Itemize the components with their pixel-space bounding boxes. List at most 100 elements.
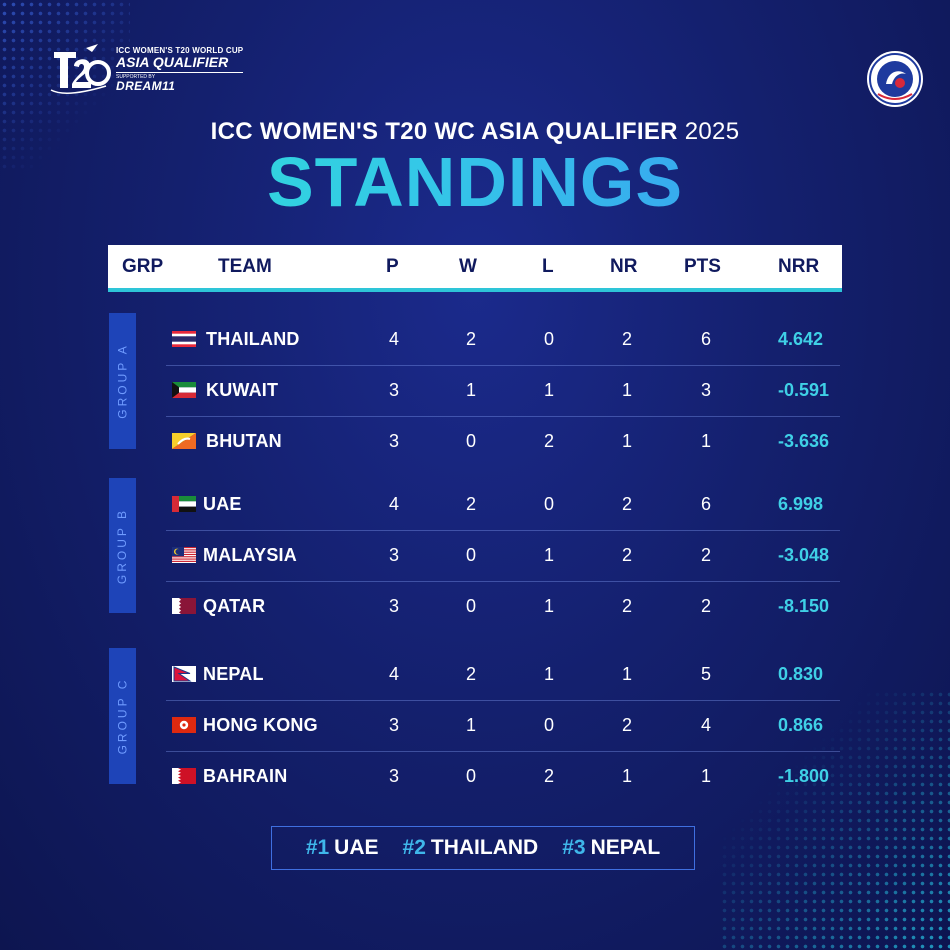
points-value: 6: [700, 494, 711, 514]
points-value: 1: [700, 766, 711, 786]
event-logo: ICC WOMEN'S T20 WORLD CUP ASIA QUALIFIER…: [46, 40, 244, 100]
played-value: 4: [388, 664, 399, 684]
no-result-value: 1: [621, 664, 632, 684]
thailand-flag-icon: [172, 331, 196, 347]
table-row: BAHRAIN 3 0 2 1 1 -1.800: [166, 751, 840, 802]
page-title: STANDINGS: [0, 142, 950, 222]
col-header-nr: NR: [610, 256, 638, 277]
team-name: QATAR: [203, 596, 266, 616]
played-value: 4: [388, 329, 399, 349]
rank-number: #2: [402, 836, 426, 859]
nrr-value: 4.642: [778, 329, 824, 349]
team-name: KUWAIT: [206, 380, 279, 400]
nrr-value: 0.866: [778, 715, 824, 735]
page-subtitle: ICC WOMEN'S T20 WC ASIA QUALIFIER 2025: [0, 118, 950, 146]
no-result-value: 2: [621, 715, 632, 735]
bhutan-flag-icon: [172, 433, 196, 449]
nrr-value: -1.800: [778, 766, 830, 786]
won-value: 0: [465, 766, 476, 786]
won-value: 0: [465, 431, 476, 451]
group-label-text: GROUP B: [115, 507, 130, 584]
logo-qualifier-name: ASIA QUALIFIER: [116, 55, 244, 74]
no-result-value: 2: [621, 329, 632, 349]
rank-number: #1: [305, 836, 330, 859]
points-value: 3: [700, 380, 711, 400]
lost-value: 0: [543, 494, 554, 514]
points-value: 4: [700, 715, 711, 735]
col-header-team: TEAM: [218, 256, 272, 277]
nrr-value: 6.998: [778, 494, 824, 514]
table-header: GRP TEAM P W L NR PTS NRR: [108, 245, 842, 292]
nrr-value: 0.830: [778, 664, 824, 684]
subtitle-text: ICC WOMEN'S T20 WC ASIA QUALIFIER: [210, 118, 678, 145]
group-label-a: GROUP A: [109, 313, 136, 449]
no-result-value: 2: [621, 545, 632, 565]
ranking-summary: #1 UAE #2 THAILAND #3 NEPAL: [271, 826, 695, 870]
played-value: 3: [388, 545, 399, 565]
played-value: 3: [388, 766, 399, 786]
won-value: 2: [465, 664, 476, 684]
lost-value: 1: [543, 380, 554, 400]
points-value: 1: [700, 431, 711, 451]
t20-logo-icon: [50, 44, 111, 94]
won-value: 2: [465, 494, 476, 514]
col-header-w: W: [459, 256, 477, 277]
points-value: 5: [700, 664, 711, 684]
col-header-p: P: [386, 256, 399, 277]
malaysia-flag-icon: [172, 547, 196, 563]
won-value: 1: [465, 380, 476, 400]
nrr-value: -3.048: [778, 545, 830, 565]
no-result-value: 2: [621, 494, 632, 514]
group-label-text: GROUP A: [115, 343, 130, 419]
played-value: 3: [388, 715, 399, 735]
lost-value: 1: [543, 664, 554, 684]
nrr-value: -3.636: [778, 431, 830, 451]
col-header-nrr: NRR: [778, 256, 820, 277]
team-name: HONG KONG: [203, 715, 318, 735]
played-value: 3: [388, 431, 399, 451]
lost-value: 0: [543, 715, 554, 735]
team-name: UAE: [203, 494, 242, 514]
kuwait-flag-icon: [172, 382, 196, 398]
table-row: BHUTAN 3 0 2 1 1 -3.636: [166, 416, 840, 467]
ranking-item: #3 NEPAL: [562, 836, 660, 860]
logo-sponsor: DREAM11: [116, 79, 176, 94]
rank-team: THAILAND: [430, 836, 539, 859]
logo-supported-by: SUPPORTED BY: [116, 74, 156, 81]
lost-value: 2: [543, 431, 554, 451]
lost-value: 1: [543, 596, 554, 616]
no-result-value: 1: [621, 431, 632, 451]
no-result-value: 1: [621, 380, 632, 400]
won-value: 1: [465, 715, 476, 735]
hong-kong-flag-icon: [172, 717, 196, 733]
col-header-pts: PTS: [684, 256, 721, 277]
table-row: QATAR 3 0 1 2 2 -8.150: [166, 581, 840, 632]
logo-event-name: ICC WOMEN'S T20 WORLD CUP: [116, 46, 244, 56]
group-label-text: GROUP C: [115, 677, 130, 755]
subtitle-year: 2025: [684, 118, 740, 145]
uae-flag-icon: [172, 496, 196, 512]
team-name: THAILAND: [206, 329, 300, 349]
team-name: MALAYSIA: [203, 545, 297, 565]
col-header-l: L: [542, 256, 554, 277]
lost-value: 0: [543, 329, 554, 349]
points-value: 2: [700, 596, 711, 616]
nrr-value: -8.150: [778, 596, 830, 616]
qatar-flag-icon: [172, 598, 196, 614]
no-result-value: 2: [621, 596, 632, 616]
rank-team: UAE: [334, 836, 379, 859]
ranking-item: #1 UAE: [306, 836, 379, 860]
table-row: THAILAND 4 2 0 2 6 4.642: [166, 314, 840, 366]
table-row: HONG KONG 3 1 0 2 4 0.866: [166, 700, 840, 752]
group-label-b: GROUP B: [109, 478, 136, 613]
rank-number: #3: [562, 836, 586, 859]
team-name: BHUTAN: [206, 431, 282, 451]
col-header-grp: GRP: [122, 256, 164, 277]
team-name: NEPAL: [203, 664, 264, 684]
table-row: UAE 4 2 0 2 6 6.998: [166, 479, 840, 531]
bahrain-flag-icon: [172, 768, 196, 784]
team-name: BAHRAIN: [203, 766, 288, 786]
points-value: 2: [700, 545, 711, 565]
lost-value: 2: [543, 766, 554, 786]
won-value: 0: [465, 545, 476, 565]
